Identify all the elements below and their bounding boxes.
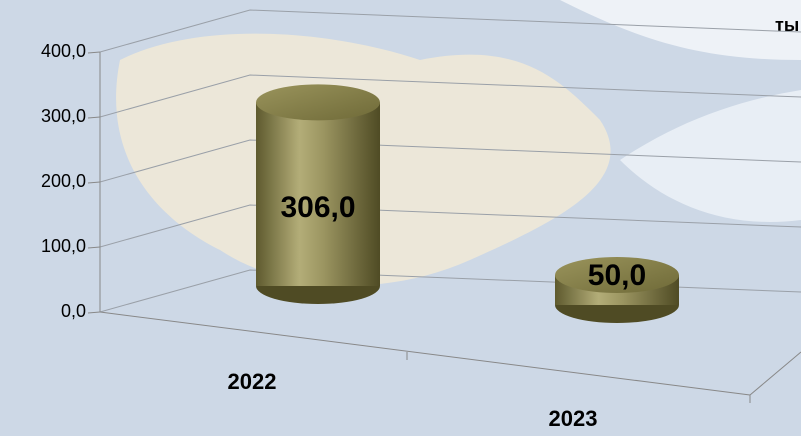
tick-mark bbox=[87, 181, 101, 184]
grid-line bbox=[99, 139, 801, 183]
tick-mark bbox=[87, 116, 101, 119]
grid-line bbox=[99, 9, 801, 53]
tick-mark bbox=[87, 311, 101, 314]
y-tick-label: 100,0 bbox=[41, 236, 86, 256]
tick-mark bbox=[87, 51, 101, 54]
floor-front bbox=[99, 311, 751, 396]
y-tick-label: 0,0 bbox=[61, 301, 86, 321]
map-land bbox=[620, 90, 801, 222]
grid-line bbox=[99, 74, 801, 118]
cylinder-top bbox=[256, 84, 380, 121]
tick-mark bbox=[87, 246, 101, 249]
y-tick-label: 200,0 bbox=[41, 171, 86, 191]
bar bbox=[256, 102, 380, 287]
floor-side bbox=[749, 351, 801, 396]
annotation: ты bbox=[775, 15, 799, 35]
grid-line bbox=[99, 204, 801, 248]
data-label: 50,0 bbox=[588, 259, 646, 292]
x-tick-label: 2023 bbox=[549, 406, 598, 431]
y-tick-label: 400,0 bbox=[41, 41, 86, 61]
cylinder-top bbox=[555, 257, 679, 293]
x-tick-label: 2022 bbox=[228, 369, 277, 394]
map-land bbox=[560, 0, 801, 60]
data-label: 306,0 bbox=[280, 191, 355, 224]
y-tick-label: 300,0 bbox=[41, 106, 86, 126]
